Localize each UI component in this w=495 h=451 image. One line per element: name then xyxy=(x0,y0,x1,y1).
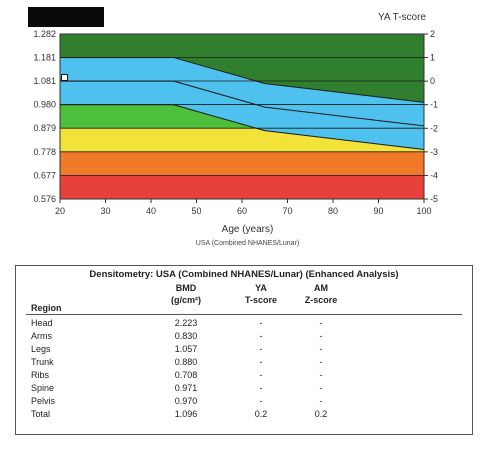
header-region: Region xyxy=(31,303,62,313)
header-am-line2: Z-score xyxy=(304,295,338,305)
header-am: AM Z-score xyxy=(301,282,341,306)
right-tick-label: 2 xyxy=(430,29,435,39)
table-row: Ribs 0.708 - - xyxy=(16,370,472,381)
cell-bmd: 1.096 xyxy=(174,409,198,419)
right-tick-label: -3 xyxy=(430,147,438,157)
x-axis-ticks: 20 30 40 50 60 70 80 90 100 xyxy=(55,199,432,216)
table-row: Trunk 0.880 - - xyxy=(16,357,472,368)
x-tick-label: 60 xyxy=(237,206,247,216)
cell-region: Ribs xyxy=(31,370,50,380)
header-bmd: BMD (g/cm²) xyxy=(166,282,206,306)
cell-bmd: 0.971 xyxy=(174,383,198,393)
cell-am: - xyxy=(319,318,323,328)
right-axis-ticks: 2 1 0 -1 -2 -3 -4 -5 xyxy=(424,29,438,204)
header-ya-line2: T-score xyxy=(244,295,277,305)
patient-marker xyxy=(61,73,69,81)
y-tick-label: 0.677 xyxy=(33,170,56,180)
header-bmd-line2: (g/cm²) xyxy=(171,295,201,305)
reference-band-area xyxy=(60,57,424,150)
band-0 xyxy=(60,175,424,199)
header-rule xyxy=(26,314,462,315)
cell-ya: - xyxy=(259,383,263,393)
table-row: Spine 0.971 - - xyxy=(16,383,472,394)
x-tick-label: 90 xyxy=(373,206,383,216)
x-tick-label: 40 xyxy=(146,206,156,216)
cell-ya: 0.2 xyxy=(254,409,268,419)
cell-region: Arms xyxy=(31,331,52,341)
cell-bmd: 0.830 xyxy=(174,331,198,341)
cell-am: - xyxy=(319,383,323,393)
right-tick-label: 1 xyxy=(430,53,435,63)
right-tick-label: -5 xyxy=(430,194,438,204)
header-ya-line1: YA xyxy=(255,283,267,293)
y-tick-label: 0.879 xyxy=(33,123,56,133)
cell-region: Head xyxy=(31,318,53,328)
cell-ya: - xyxy=(259,396,263,406)
cell-region: Total xyxy=(31,409,51,419)
x-tick-label: 30 xyxy=(100,206,110,216)
cell-bmd: 0.708 xyxy=(174,370,198,380)
y-tick-label: 0.576 xyxy=(33,194,56,204)
cell-ya: - xyxy=(259,331,263,341)
header-bmd-line1: BMD xyxy=(175,283,197,293)
cell-bmd: 0.880 xyxy=(174,357,198,367)
table-row: Pelvis 0.970 - - xyxy=(16,396,472,407)
cell-region: Spine xyxy=(31,383,55,393)
right-tick-label: -2 xyxy=(430,123,438,133)
header-ya: YA T-score xyxy=(241,282,281,306)
right-axis-title: YA T-score xyxy=(378,12,426,23)
y-axis-ticks: 1.282 1.181 1.081 0.980 0.879 0.778 0.677 0.576 xyxy=(33,29,56,204)
cell-am: - xyxy=(319,344,323,354)
cell-region: Legs xyxy=(31,344,51,354)
y-tick-label: 0.778 xyxy=(33,147,56,157)
cell-region: Trunk xyxy=(31,357,54,367)
x-tick-label: 70 xyxy=(282,206,292,216)
right-tick-label: 0 xyxy=(430,76,435,86)
x-tick-label: 20 xyxy=(55,206,65,216)
cell-bmd: 0.970 xyxy=(174,396,198,406)
cell-am: - xyxy=(319,370,323,380)
right-tick-label: -1 xyxy=(430,100,438,110)
cell-ya: - xyxy=(259,344,263,354)
table-row: Legs 1.057 - - xyxy=(16,344,472,355)
table-row: Total 1.096 0.2 0.2 xyxy=(16,409,472,420)
reference-band xyxy=(60,57,424,150)
cell-bmd: 1.057 xyxy=(174,344,198,354)
cell-ya: - xyxy=(259,370,263,380)
band-1 xyxy=(60,151,424,176)
cell-ya: - xyxy=(259,357,263,367)
table-header: BMD (g/cm²) YA T-score AM Z-score Region xyxy=(16,282,472,316)
cell-am: - xyxy=(319,396,323,406)
x-tick-label: 80 xyxy=(328,206,338,216)
right-tick-label: -4 xyxy=(430,170,438,180)
patient-marker-square xyxy=(61,73,69,81)
cell-am: - xyxy=(319,357,323,367)
y-tick-label: 1.282 xyxy=(33,29,56,39)
table-title: Densitometry: USA (Combined NHANES/Lunar… xyxy=(89,269,399,280)
header-am-line1: AM xyxy=(314,283,328,293)
cell-bmd: 2.223 xyxy=(174,318,198,328)
cell-am: - xyxy=(319,331,323,341)
chart-caption: USA (Combined NHANES/Lunar) xyxy=(195,240,300,247)
y-tick-label: 0.980 xyxy=(33,100,56,110)
table-row: Head 2.223 - - xyxy=(16,318,472,329)
x-tick-label: 100 xyxy=(416,206,431,216)
cell-am: 0.2 xyxy=(314,409,328,419)
cell-ya: - xyxy=(259,318,263,328)
bmd-reference-chart: 1.282 1.181 1.081 0.980 0.879 0.778 0.677 0.576… xyxy=(33,29,438,216)
y-tick-label: 1.181 xyxy=(33,53,56,63)
densitometry-table: Densitometry: USA (Combined NHANES/Lunar… xyxy=(15,265,473,435)
x-axis-label: Age (years) xyxy=(221,224,274,235)
x-tick-label: 50 xyxy=(191,206,201,216)
redacted-patient-name xyxy=(28,7,104,27)
cell-region: Pelvis xyxy=(31,396,56,406)
table-row: Arms 0.830 - - xyxy=(16,331,472,342)
y-tick-label: 1.081 xyxy=(33,76,56,86)
